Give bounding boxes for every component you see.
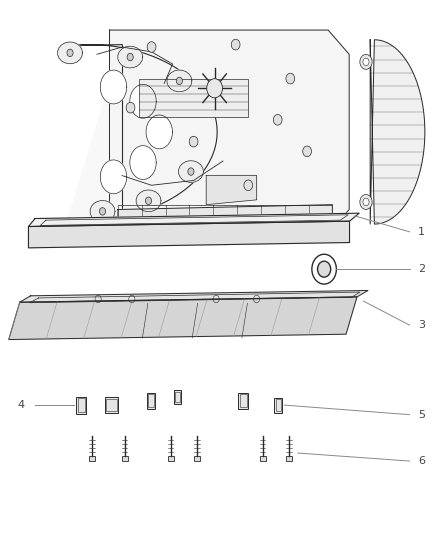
Polygon shape: [100, 70, 127, 104]
Polygon shape: [110, 30, 349, 234]
Circle shape: [363, 58, 369, 66]
Polygon shape: [130, 146, 156, 180]
Text: 1: 1: [418, 227, 425, 237]
Circle shape: [188, 168, 194, 175]
Polygon shape: [9, 297, 357, 340]
Circle shape: [147, 42, 156, 52]
Circle shape: [244, 180, 253, 191]
Polygon shape: [100, 160, 127, 194]
Circle shape: [360, 54, 372, 69]
Bar: [274, 398, 282, 413]
Polygon shape: [58, 42, 82, 64]
Bar: [240, 394, 247, 407]
Bar: [139, 78, 248, 117]
Circle shape: [207, 79, 223, 98]
Circle shape: [303, 146, 311, 157]
Bar: [175, 392, 180, 402]
Text: 4: 4: [18, 400, 25, 410]
Bar: [286, 456, 292, 461]
Bar: [122, 456, 128, 461]
Text: 3: 3: [418, 320, 425, 330]
Circle shape: [318, 261, 331, 277]
Bar: [260, 456, 266, 461]
Polygon shape: [179, 160, 203, 182]
Polygon shape: [136, 190, 161, 212]
Polygon shape: [206, 175, 257, 205]
Bar: [105, 397, 118, 413]
Polygon shape: [118, 46, 143, 68]
Bar: [78, 398, 85, 412]
Bar: [168, 456, 174, 461]
Circle shape: [67, 49, 73, 56]
Polygon shape: [28, 221, 350, 248]
Bar: [89, 456, 95, 461]
Bar: [276, 399, 281, 411]
Circle shape: [286, 73, 295, 84]
Bar: [148, 394, 154, 407]
Bar: [76, 397, 86, 414]
Circle shape: [312, 254, 336, 284]
Polygon shape: [90, 200, 115, 222]
Circle shape: [99, 208, 106, 215]
Bar: [147, 393, 155, 409]
Text: 5: 5: [418, 410, 425, 419]
Circle shape: [145, 197, 152, 205]
Bar: [106, 399, 117, 411]
Polygon shape: [370, 40, 425, 224]
Circle shape: [231, 39, 240, 50]
Circle shape: [273, 115, 282, 125]
Text: 2: 2: [418, 264, 425, 274]
Circle shape: [127, 53, 133, 61]
Bar: [238, 393, 248, 409]
Polygon shape: [118, 205, 332, 231]
Text: 6: 6: [418, 456, 425, 466]
Circle shape: [360, 195, 372, 209]
Polygon shape: [28, 213, 359, 227]
Circle shape: [126, 102, 135, 113]
Polygon shape: [167, 70, 192, 92]
Bar: [174, 390, 181, 404]
Circle shape: [189, 136, 198, 147]
Polygon shape: [130, 84, 156, 118]
Circle shape: [176, 77, 182, 85]
Bar: [194, 456, 200, 461]
Circle shape: [363, 198, 369, 206]
Polygon shape: [20, 290, 368, 302]
Polygon shape: [146, 115, 173, 149]
Polygon shape: [68, 45, 217, 219]
